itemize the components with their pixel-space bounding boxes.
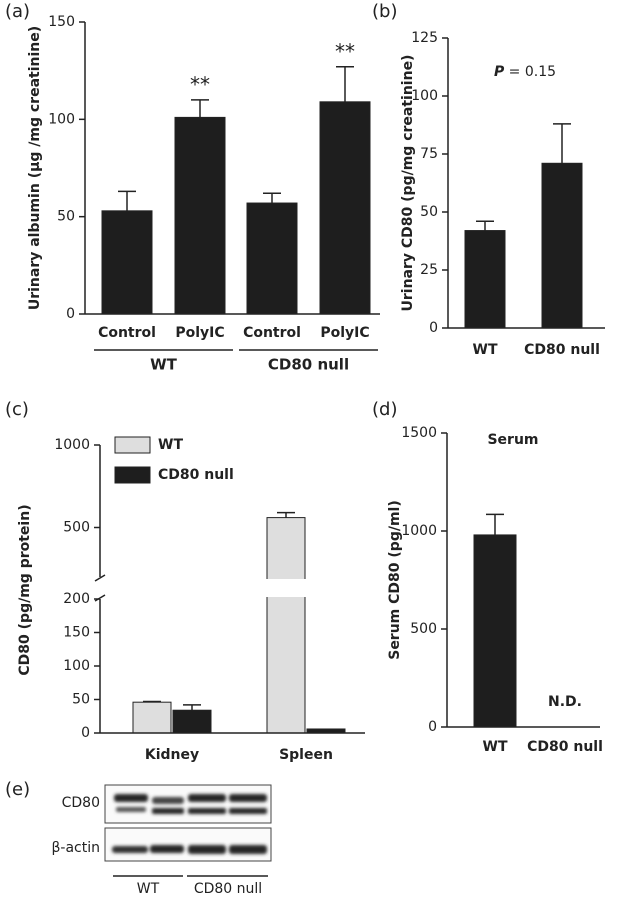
bar [101,210,153,315]
x-tick-label: WT [473,342,498,358]
x-tick-label: CD80 null [527,739,603,755]
x-tick-label: WT [483,739,508,755]
blot-box [104,784,272,824]
x-tick-label: Spleen [279,747,333,763]
x-tick-label: Control [98,325,156,341]
y-tick-label: 0 [81,725,90,741]
x-tick-label: CD80 null [524,342,600,358]
bar [464,230,506,329]
panel-label: (e) [5,779,30,800]
panel-label: (d) [372,399,397,420]
significance: ** [335,39,355,63]
y-tick-label: 100 [48,111,75,127]
group-label: CD80 null [268,356,349,374]
chart-title: Serum [487,432,538,448]
p-symbol: P [494,64,505,80]
bar [473,534,517,728]
group-label: WT [137,881,160,897]
y-axis-label: CD80 (pg/mg protein) [17,504,33,675]
y-tick-label: 1500 [401,425,437,441]
legend-swatch [114,436,151,454]
blot-row-label: β-actin [51,840,100,856]
x-tick-label: PolyIC [175,325,224,341]
axis-break-gap [102,579,367,597]
p-text: = 0.15 [509,64,556,80]
blot-row-label: CD80 [62,795,100,811]
y-axis-label: Urinary albumin (μg /mg creatinine) [27,26,43,310]
y-axis-label: Serum CD80 (pg/ml) [387,500,403,660]
bar [541,162,583,329]
panel-label: (c) [5,399,29,420]
y-tick-label: 125 [411,30,438,46]
x-tick-label: Control [243,325,301,341]
y-tick-label: 0 [66,306,75,322]
y-tick-label: 25 [420,262,438,278]
x-tick-label: PolyIC [320,325,369,341]
y-tick-label: 0 [428,719,437,735]
y-tick-label: 500 [63,520,90,536]
y-tick-label: 1000 [401,523,437,539]
legend-swatch [114,466,151,484]
axis-break [94,594,106,602]
y-tick-label: 50 [72,692,90,708]
panel-label: (a) [5,1,30,22]
y-tick-label: 50 [57,209,75,225]
p-value: P = 0.15 [494,64,556,80]
y-tick-label: 100 [411,88,438,104]
y-tick-label: 75 [420,146,438,162]
y-tick-label: 50 [420,204,438,220]
western-blot: (e) CD80 β-actin WT CD80 null [5,779,272,897]
y-tick-label: 150 [63,625,90,641]
axis-break [94,574,106,582]
bar [246,202,298,315]
value-label: N.D. [548,694,582,710]
blot-box [104,827,272,862]
bar [319,101,371,315]
bar [174,116,226,315]
bar [132,701,172,734]
bar [266,517,306,734]
y-tick-label: 200 [63,591,90,607]
bar [172,709,212,734]
x-tick-label: Kidney [145,747,199,763]
panel-label: (b) [372,1,397,22]
group-label: WT [150,356,178,374]
legend-label: WT [158,437,183,453]
y-axis-label: Urinary CD80 (pg/mg creatinine) [400,55,416,312]
bands [112,794,267,854]
y-tick-label: 150 [48,14,75,30]
significance: ** [190,72,210,96]
group-label: CD80 null [194,881,262,897]
y-tick-label: 0 [429,320,438,336]
y-tick-label: 100 [63,658,90,674]
y-tick-label: 500 [410,621,437,637]
legend-label: CD80 null [158,467,234,483]
y-tick-label: 1000 [54,437,90,453]
